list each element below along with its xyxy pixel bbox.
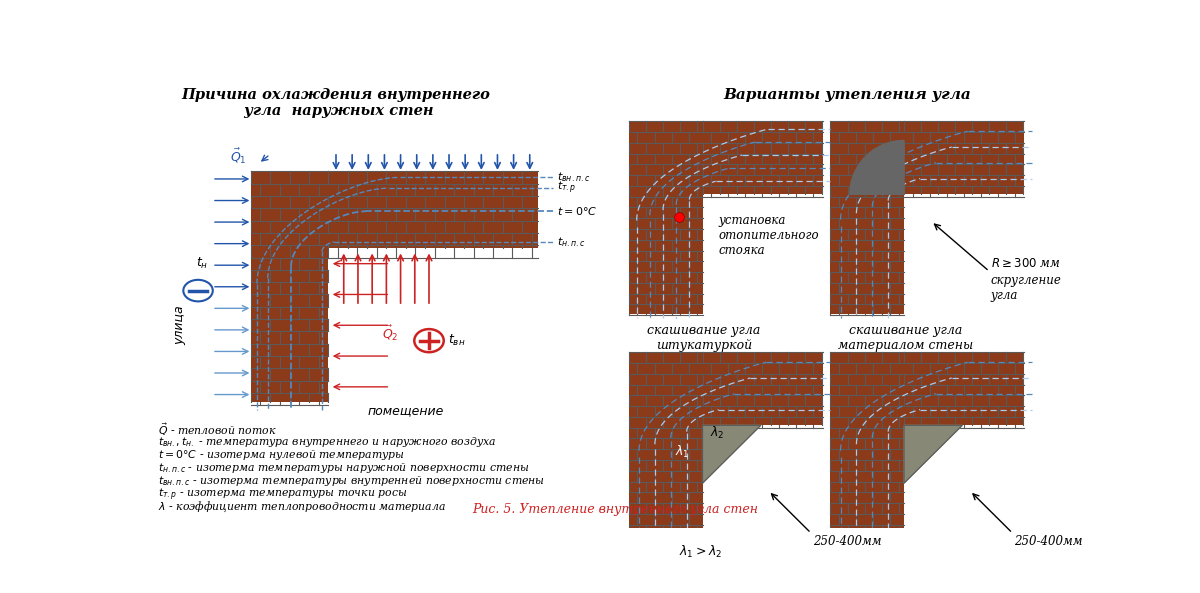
Text: $t_{вн.},t_{н.}$ - температура внутреннего и наружного воздуха: $t_{вн.},t_{н.}$ - температура внутренне… [157, 435, 496, 448]
Bar [329, 171, 538, 248]
Text: скашивание угла
материалом стены: скашивание угла материалом стены [838, 324, 973, 352]
Text: $\lambda_1>\lambda_2$: $\lambda_1>\lambda_2$ [679, 544, 722, 560]
Text: Причина охлаждения внутреннего
 угла  наружных стен: Причина охлаждения внутреннего угла нару… [181, 88, 491, 118]
Bar [904, 352, 1025, 425]
Text: помещение: помещение [367, 404, 444, 417]
Text: $t_{н}$: $t_{н}$ [197, 256, 209, 271]
Text: скашивание угла
штукатуркой: скашивание угла штукатуркой [648, 324, 761, 352]
Polygon shape [702, 425, 761, 483]
Bar [251, 171, 329, 402]
Text: $\vec{Q}_2$: $\vec{Q}_2$ [383, 323, 400, 343]
Polygon shape [850, 141, 904, 195]
Bar [629, 352, 702, 545]
Text: установка
отопительного
стояка: установка отопительного стояка [718, 213, 818, 257]
Bar [904, 121, 1025, 195]
Polygon shape [904, 425, 962, 483]
Text: $t_{т.р}$ - изотерма температуры точки росы: $t_{т.р}$ - изотерма температуры точки р… [157, 487, 407, 503]
Text: Варианты утепления угла: Варианты утепления угла [724, 88, 971, 102]
Text: 250-400мм: 250-400мм [812, 535, 881, 548]
Text: $R \geq 300$ мм: $R \geq 300$ мм [991, 257, 1061, 270]
Text: $\lambda$ - коэффициент теплопроводности материала: $\lambda$ - коэффициент теплопроводности… [157, 500, 446, 514]
Text: $t_{н.п.с}$ - изотерма температуры наружной поверхности стены: $t_{н.п.с}$ - изотерма температуры наруж… [157, 461, 529, 475]
Bar [702, 352, 823, 425]
Text: $\vec{Q}_1$: $\vec{Q}_1$ [230, 146, 247, 165]
Text: улица: улица [173, 305, 186, 345]
Text: $\vec{Q}$ - тепловой поток: $\vec{Q}$ - тепловой поток [157, 422, 276, 438]
Text: $\lambda_1$: $\lambda_1$ [676, 444, 690, 460]
Bar [830, 121, 904, 314]
Text: $t_{вн.п.с}$: $t_{вн.п.с}$ [557, 171, 590, 184]
Text: $t_{вн}$: $t_{вн}$ [449, 333, 466, 348]
Bar [629, 121, 702, 314]
Bar [830, 352, 904, 545]
Text: скругление
угла: скругление угла [991, 274, 1062, 302]
Text: $t = 0°C$ - изотерма нулевой температуры: $t = 0°C$ - изотерма нулевой температуры [157, 448, 404, 462]
Text: Рис. 5. Утепление внутреннего угла стен: Рис. 5. Утепление внутреннего угла стен [472, 503, 758, 517]
Text: $t_{вн.п.с}$ - изотерма температуры внутренней поверхности стены: $t_{вн.п.с}$ - изотерма температуры внут… [157, 474, 545, 488]
Text: 250-400мм: 250-400мм [1014, 535, 1082, 548]
Text: $t_{н.п.с}$: $t_{н.п.с}$ [557, 235, 586, 249]
Text: $t = 0°C$: $t = 0°C$ [557, 205, 598, 217]
Text: $\lambda_2$: $\lambda_2$ [710, 425, 725, 441]
Bar [702, 121, 823, 195]
Text: $t_{т.р}$: $t_{т.р}$ [557, 180, 576, 196]
